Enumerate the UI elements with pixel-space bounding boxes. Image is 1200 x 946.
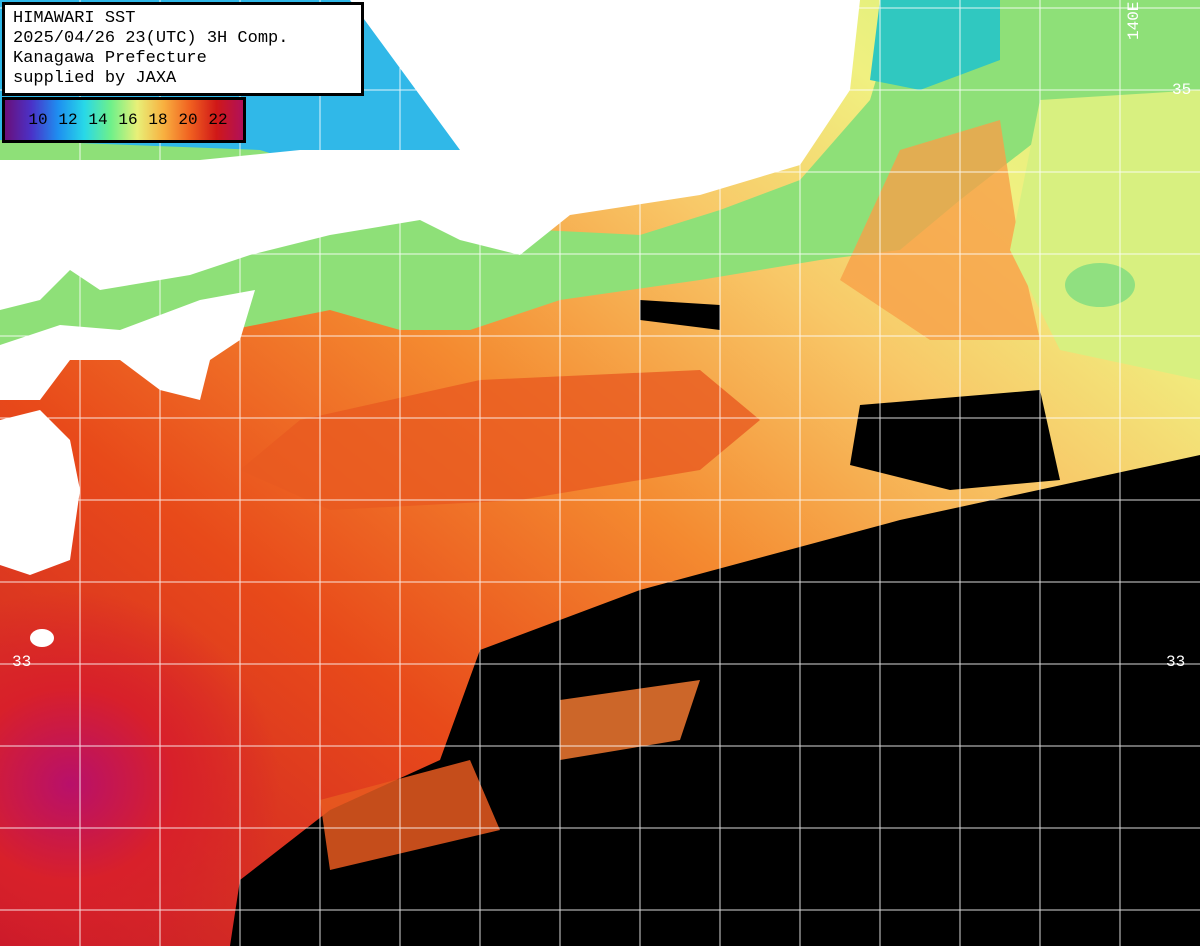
scale-label: 18 [148,111,168,129]
scale-label: 12 [58,111,78,129]
land-honshu [0,0,860,310]
warm-current [240,370,760,510]
cool-patch [1010,90,1200,380]
scale-label: 16 [118,111,138,129]
cloud [960,500,1200,640]
cloud [640,300,720,330]
latitude-label: 35 [1172,81,1191,99]
warm-patch [320,760,500,870]
info-line: HIMAWARI SST [13,9,136,28]
scale-label: 22 [208,111,228,129]
warm-patch [840,120,1040,340]
info-line: 2025/04/26 23(UTC) 3H Comp. [13,29,289,48]
info-line: supplied by JAXA [13,69,177,88]
latitude-label: 33 [12,653,31,671]
bay-water [870,0,1000,90]
info-line: Kanagawa Prefecture [13,49,207,68]
scale-label: 14 [88,111,108,129]
warm-patch [560,680,700,760]
cloud [850,390,1060,490]
grid-labels: 136E 140E 35 33 33 [12,0,1191,671]
color-scale: 10 12 14 16 18 20 22 [2,97,246,143]
longitude-label: 136E [483,0,501,36]
latitude-label: 33 [1166,653,1185,671]
scale-label: 10 [28,111,48,129]
land-island [30,629,54,647]
info-box: HIMAWARI SST 2025/04/26 23(UTC) 3H Comp.… [2,2,364,96]
cool-eddy [1065,263,1135,307]
land-shikoku [0,290,255,400]
longitude-label: 140E [1125,2,1143,40]
land-kyushu [0,410,80,575]
scale-label: 20 [178,111,198,129]
